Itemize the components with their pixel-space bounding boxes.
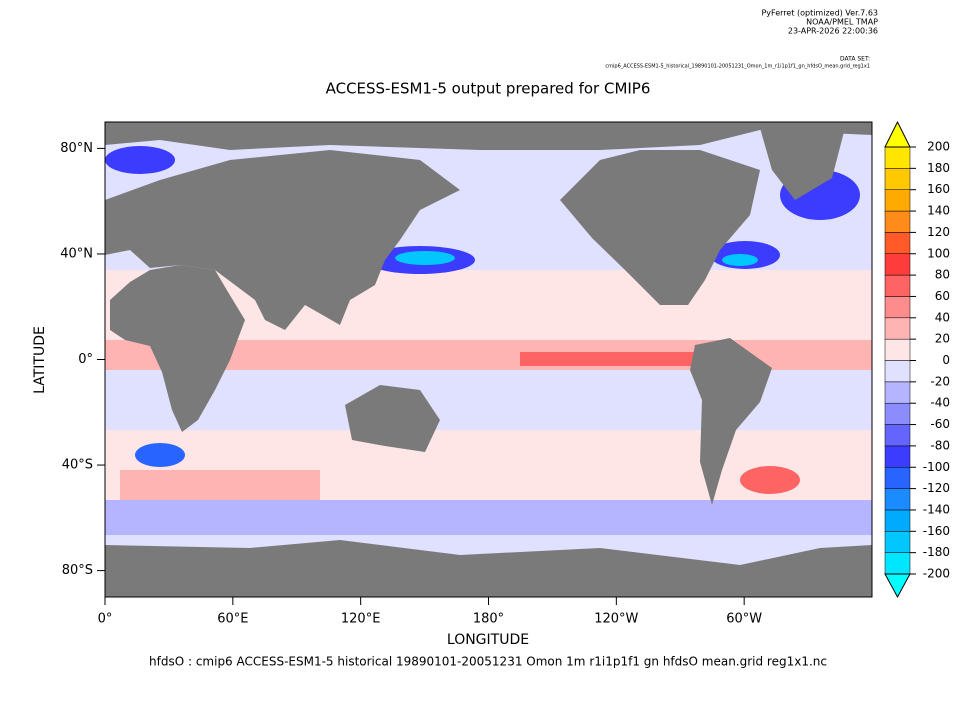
colorbar-label: -160: [923, 524, 950, 538]
colorbar-bin: [884, 296, 911, 319]
colorbar-bin: [884, 146, 911, 169]
colorbar-bin: [884, 424, 911, 447]
x-tick-label: 60°E: [217, 612, 248, 627]
colorbar-bin: [884, 381, 911, 404]
footer: hfdsO : cmip6 ACCESS-ESM1-5 historical 1…: [149, 655, 827, 669]
colorbar-label: 0: [942, 353, 950, 367]
colorbar-label: 200: [927, 140, 950, 154]
colorbar-label: -60: [930, 417, 950, 431]
field-patch: [395, 251, 455, 265]
x-tick-label: 120°W: [594, 612, 638, 627]
colorbar-label: -80: [930, 438, 950, 452]
dataset-label: DATA SET:: [840, 56, 870, 63]
x-tick-label: 0°: [98, 612, 113, 627]
colorbar-label: 180: [927, 161, 950, 175]
land: [690, 338, 772, 505]
colorbar-label: -180: [923, 545, 950, 559]
colorbar-label: 120: [927, 225, 950, 239]
colorbar-bin: [884, 509, 911, 532]
colorbar-label: 40: [935, 310, 950, 324]
land: [560, 150, 760, 305]
y-tick-label: 40°S: [62, 458, 93, 473]
colorbar-label: -40: [930, 396, 950, 410]
colorbar-bin: [884, 317, 911, 340]
field-patch: [520, 352, 710, 366]
colorbar-bin: [884, 338, 911, 361]
colorbar-bin: [884, 531, 911, 553]
colorbar-bin: [884, 360, 911, 383]
x-axis-label: LONGITUDE: [447, 632, 529, 648]
land: [105, 150, 460, 330]
colorbar-bin: [884, 488, 911, 511]
y-tick-label: 80°S: [62, 563, 93, 578]
colorbar-label: 100: [927, 246, 950, 260]
colorbar-bin: [884, 210, 911, 233]
y-tick-label: 80°N: [60, 141, 93, 156]
header-line: NOAA/PMEL TMAP: [806, 18, 878, 27]
land: [110, 265, 245, 432]
colorbar-bin: [884, 552, 911, 575]
colorbar-bin: [884, 189, 911, 212]
colorbar-bin: [884, 402, 911, 425]
field-patch: [722, 254, 758, 266]
x-tick-label: 180°: [473, 612, 504, 627]
colorbar-label: -140: [923, 502, 950, 516]
field-patch: [105, 500, 872, 535]
colorbar-bin: [884, 445, 911, 468]
colorbar-label: -100: [923, 460, 950, 474]
field-patch: [135, 443, 185, 467]
land: [345, 385, 440, 452]
dataset: cmip6_ACCESS-ESM1-5_historical_19890101-…: [605, 64, 870, 70]
header-line: PyFerret (optimized) Ver.7.63: [761, 9, 878, 18]
colorbar-label: -120: [923, 481, 950, 495]
y-tick-label: 40°N: [60, 246, 93, 261]
land: [105, 540, 872, 597]
map-field: [105, 122, 872, 597]
x-tick-label: 60°W: [726, 612, 762, 627]
x-tick-label: 120°E: [341, 612, 381, 627]
colorbar-label: -200: [923, 567, 950, 581]
colorbar-label: -20: [930, 374, 950, 388]
colorbar-label: 20: [935, 332, 950, 346]
land: [760, 128, 845, 200]
colorbar-label: 140: [927, 204, 950, 218]
colorbar-bin: [884, 274, 911, 297]
colorbar-bin: [884, 253, 911, 276]
colorbar-label: 60: [935, 289, 950, 303]
colorbar-under: [884, 573, 911, 599]
field-patch: [120, 470, 320, 500]
colorbar-over: [884, 120, 911, 148]
y-axis-label: LATITUDE: [32, 326, 48, 394]
field-patch: [105, 146, 175, 174]
colorbar-label: 160: [927, 182, 950, 196]
chart-title: ACCESS-ESM1-5 output prepared for CMIP6: [326, 80, 651, 98]
field-patch: [740, 466, 800, 494]
colorbar-bin: [884, 467, 911, 489]
land: [105, 122, 872, 150]
y-tick-label: 0°: [78, 352, 93, 367]
colorbar-bin: [884, 232, 911, 254]
header-line: 23-APR-2026 22:00:36: [788, 27, 878, 36]
colorbar-bin: [884, 168, 911, 190]
colorbar-label: 80: [935, 268, 950, 282]
